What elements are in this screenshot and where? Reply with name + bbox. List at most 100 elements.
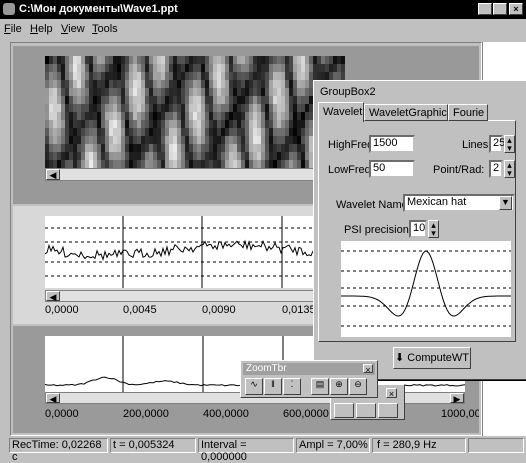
tab[interactable]: WaveletGraphic — [364, 104, 448, 121]
spectrogram-cell — [149, 112, 153, 120]
tool-button[interactable] — [378, 403, 398, 418]
menu-item[interactable]: Tools — [92, 23, 118, 35]
tool-button[interactable]: ∿ — [245, 378, 263, 395]
spectrogram-cell — [181, 144, 185, 152]
scroll-left[interactable]: ◀ — [46, 291, 60, 301]
wavelet-preview — [341, 241, 511, 337]
spectrogram-cell — [337, 72, 341, 80]
spectrogram-cell — [313, 72, 317, 80]
spectrogram-cell — [157, 96, 161, 104]
close-button[interactable]: × — [386, 388, 397, 398]
spectrogram-cell — [109, 96, 113, 104]
spectrogram-cell — [245, 112, 249, 120]
text-input[interactable]: 1500 — [369, 135, 415, 153]
spectrogram-cell — [229, 64, 233, 72]
menu-item[interactable]: Help — [30, 23, 53, 35]
spectrogram-cell — [105, 160, 109, 168]
scroll-left[interactable]: ◀ — [46, 169, 60, 180]
tool-button[interactable]: ⊕ — [330, 378, 348, 395]
spectrogram-cell — [297, 104, 301, 112]
status-text: Interval = 0,000000 — [201, 439, 247, 463]
spectrogram-cell — [185, 88, 189, 96]
tool-button[interactable]: ‖ — [264, 378, 282, 395]
spectrogram-cell — [249, 112, 253, 120]
spectrogram-cell — [237, 112, 241, 120]
spectrogram-cell — [305, 64, 309, 72]
tool-button[interactable] — [356, 403, 376, 418]
x-tick-label: 0,0000 — [45, 304, 79, 316]
spectrogram-cell — [201, 104, 205, 112]
spectrogram-cell — [101, 96, 105, 104]
spectrogram-cell — [185, 128, 189, 136]
spectrogram-cell — [153, 160, 157, 168]
spectrogram-cell — [329, 72, 333, 80]
spectrogram-cell — [45, 136, 49, 144]
spectrogram-cell — [245, 136, 249, 144]
combo-arrow[interactable]: ▼ — [499, 196, 512, 210]
tab[interactable]: Fourie — [448, 104, 488, 121]
spectrogram-cell — [305, 152, 309, 160]
tool-button[interactable]: ⁚ — [283, 378, 301, 395]
compute-button[interactable]: ⬇ ComputeWT — [393, 347, 471, 369]
close-button[interactable]: × — [363, 364, 373, 373]
spin-button[interactable]: ▴▾ — [428, 220, 439, 238]
spectrogram-cell — [105, 104, 109, 112]
tool-button[interactable] — [334, 403, 354, 418]
spin-button[interactable]: ▴▾ — [504, 160, 515, 178]
spectrogram-cell — [125, 88, 129, 96]
spectrogram-cell — [237, 120, 241, 128]
spectrogram-cell — [205, 160, 209, 168]
text-input[interactable]: 25 — [489, 135, 503, 153]
spectrogram-cell — [157, 128, 161, 136]
minimize-button[interactable] — [478, 3, 492, 15]
spectrogram-cell — [133, 144, 137, 152]
spectrogram-cell — [97, 72, 101, 80]
spectrogram-cell — [121, 152, 125, 160]
maximize-button[interactable] — [493, 3, 507, 15]
spectrogram-cell — [249, 64, 253, 72]
text-input[interactable]: 10 — [409, 220, 427, 238]
scrollbar[interactable]: ◀ — [45, 290, 340, 302]
spectrogram-cell — [301, 72, 305, 80]
spectrogram-cell — [109, 160, 113, 168]
spectrogram-cell — [241, 64, 245, 72]
spectrogram-cell — [269, 136, 273, 144]
x-tick-label: 1000,0000 — [441, 408, 479, 420]
menu-item[interactable]: View — [61, 23, 85, 35]
spectrogram-cell — [85, 104, 89, 112]
menu-item[interactable]: File — [4, 23, 22, 35]
spectrogram-cell — [157, 72, 161, 80]
tool-button[interactable]: ▤ — [311, 378, 329, 395]
spectrogram-cell — [57, 104, 61, 112]
spectrogram-cell — [185, 160, 189, 168]
spectrogram-cell — [89, 160, 93, 168]
spectrogram-cell — [181, 152, 185, 160]
spectrogram-cell — [65, 136, 69, 144]
spectrogram-cell — [137, 64, 141, 72]
tool-button[interactable]: ⊖ — [349, 378, 367, 395]
spectrogram-cell — [157, 112, 161, 120]
spectrogram-cell — [49, 80, 53, 88]
tab-active[interactable]: Wavelet — [318, 102, 364, 122]
spin-button[interactable]: ▴▾ — [504, 135, 515, 153]
scroll-left[interactable]: ◀ — [46, 393, 60, 403]
spectrogram-cell — [113, 104, 117, 112]
spectrogram-cell — [101, 64, 105, 72]
spectrogram-cell — [285, 120, 289, 128]
spectrogram-cell — [285, 128, 289, 136]
spectrogram-cell — [217, 144, 221, 152]
spectrogram-cell — [205, 152, 209, 160]
scroll-right[interactable]: ▶ — [450, 393, 464, 403]
combo-box[interactable]: Mexican hat ▼ — [403, 194, 515, 212]
spectrogram-cell — [81, 144, 85, 152]
spectrogram-cell — [169, 136, 173, 144]
text-input[interactable]: 50 — [369, 160, 415, 178]
spectrogram-cell — [213, 136, 217, 144]
spectrogram-cell — [165, 104, 169, 112]
spectrogram-cell — [213, 112, 217, 120]
spectrogram-cell — [265, 64, 269, 72]
close-button[interactable]: × — [509, 3, 523, 15]
spectrogram-cell — [93, 96, 97, 104]
scrollbar[interactable]: ◀ — [45, 168, 340, 181]
text-input[interactable]: 2 — [489, 160, 503, 178]
